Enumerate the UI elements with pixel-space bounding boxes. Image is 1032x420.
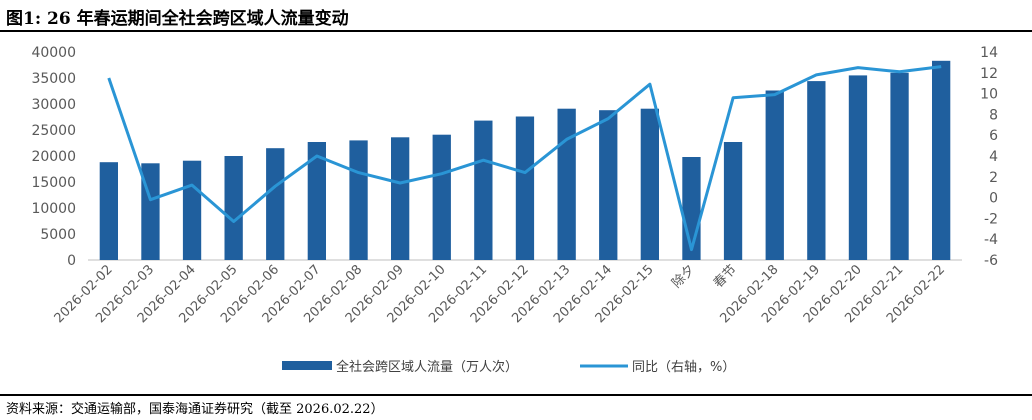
legend-bar-label: 全社会跨区域人流量（万人次） — [336, 359, 518, 375]
bar — [599, 110, 618, 260]
right-tick-label: 12 — [980, 66, 998, 82]
right-tick-label: 4 — [989, 149, 998, 165]
bar-series — [99, 60, 951, 261]
left-tick-label: 20000 — [31, 149, 76, 165]
x-tick-label: 除夕 — [669, 262, 698, 291]
right-tick-label: -2 — [984, 211, 998, 227]
right-tick-label: 0 — [989, 191, 998, 207]
left-axis-ticks: 0 5000 10000 15000 20000 25000 30000 35000 40000 — [31, 45, 76, 269]
bar — [474, 120, 493, 260]
left-tick-label: 40000 — [31, 45, 76, 61]
source-note: 资料来源：交通运输部，国泰海通证券研究（截至 2026.02.22） — [6, 402, 384, 417]
right-tick-label: -4 — [984, 232, 998, 248]
left-tick-label: 10000 — [31, 201, 76, 217]
figure-title: 图1: 26 年春运期间全社会跨区域人流量变动 — [6, 9, 349, 29]
bar — [848, 75, 868, 261]
bar — [349, 140, 368, 260]
right-tick-label: 8 — [989, 107, 998, 123]
bar — [99, 162, 118, 260]
right-tick-label: -6 — [984, 253, 998, 269]
right-tick-label: 10 — [980, 87, 998, 103]
bar — [765, 90, 784, 260]
left-tick-label: 35000 — [31, 71, 76, 87]
bar — [932, 60, 951, 260]
left-tick-label: 25000 — [31, 123, 76, 139]
bar — [890, 72, 909, 260]
left-tick-label: 5000 — [40, 227, 76, 243]
bar — [557, 108, 576, 260]
legend-bar-swatch — [282, 361, 332, 370]
x-axis-ticks: 2026-02-022026-02-032026-02-042026-02-05… — [52, 262, 948, 326]
bottom-rule — [0, 394, 1032, 396]
legend: 全社会跨区域人流量（万人次） 同比（右轴，%） — [282, 359, 735, 375]
x-tick-label: 春节 — [711, 262, 740, 291]
bar — [723, 142, 743, 260]
bar — [224, 156, 243, 260]
right-tick-label: 14 — [980, 45, 998, 61]
right-tick-label: 6 — [989, 128, 998, 144]
bar — [307, 142, 326, 260]
bar — [640, 108, 659, 260]
left-tick-label: 30000 — [31, 97, 76, 113]
line-series — [107, 65, 942, 252]
left-tick-label: 15000 — [31, 175, 76, 191]
yoy-line — [107, 65, 942, 252]
top-rule — [0, 30, 1032, 32]
bar — [182, 160, 202, 260]
bar — [391, 137, 410, 260]
bar — [266, 148, 285, 260]
left-tick-label: 0 — [67, 253, 76, 269]
right-tick-label: 2 — [989, 170, 998, 186]
chart: 0 5000 10000 15000 20000 25000 30000 35000 40000… — [31, 45, 998, 375]
bar — [515, 116, 535, 260]
bar — [807, 81, 826, 260]
legend-line-label: 同比（右轴，%） — [632, 360, 735, 375]
right-axis-ticks: -6 -4 -2 0 2 4 6 8 10 12 14 — [980, 45, 998, 269]
bar — [432, 134, 451, 260]
